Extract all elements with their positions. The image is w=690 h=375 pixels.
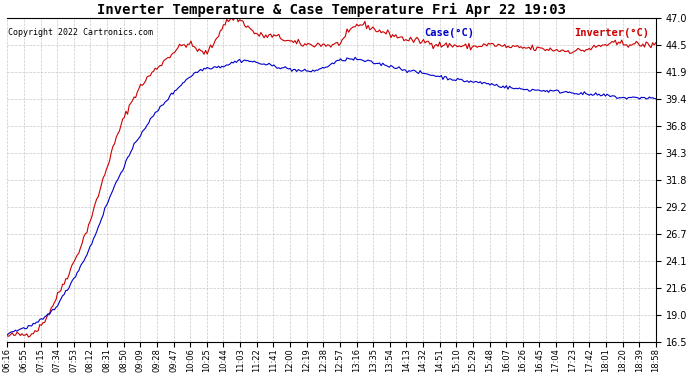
Text: Case(°C): Case(°C)	[424, 28, 474, 38]
Text: Copyright 2022 Cartronics.com: Copyright 2022 Cartronics.com	[8, 28, 153, 37]
Title: Inverter Temperature & Case Temperature Fri Apr 22 19:03: Inverter Temperature & Case Temperature …	[97, 3, 566, 17]
Text: Inverter(°C): Inverter(°C)	[574, 28, 649, 38]
